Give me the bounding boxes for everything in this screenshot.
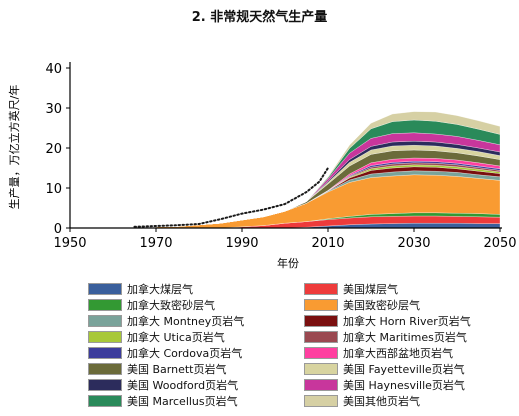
legend-item: 加拿大西部盆地页岩气 bbox=[304, 345, 453, 360]
legend-item: 美国 Haynesville页岩气 bbox=[304, 377, 465, 392]
legend-label: 加拿大 Maritimes页岩气 bbox=[343, 330, 467, 344]
legend-label: 加拿大 Cordova页岩气 bbox=[127, 346, 243, 360]
x-tick-label-3: 2010 bbox=[311, 236, 344, 251]
x-tick-label-5: 2050 bbox=[483, 236, 516, 251]
legend-swatch bbox=[88, 298, 122, 311]
legend-item: 美国其他页岩气 bbox=[304, 393, 420, 408]
x-tick-label-4: 2030 bbox=[397, 236, 430, 251]
area-series-15 bbox=[134, 111, 501, 228]
legend-swatch bbox=[88, 330, 122, 343]
legend-swatch bbox=[88, 346, 122, 359]
legend-swatch bbox=[304, 282, 338, 295]
y-tick-label-3: 30 bbox=[45, 102, 62, 117]
legend-swatch bbox=[304, 346, 338, 359]
legend-item: 美国致密砂层气 bbox=[304, 297, 420, 312]
y-tick-label-1: 10 bbox=[45, 182, 62, 197]
legend-item: 加拿大致密砂层气 bbox=[88, 297, 215, 312]
legend-swatch bbox=[304, 394, 338, 407]
legend-label: 加拿大 Horn River页岩气 bbox=[343, 314, 471, 328]
legend-swatch bbox=[88, 282, 122, 295]
legend-label: 美国致密砂层气 bbox=[343, 298, 420, 312]
legend-label: 美国 Woodford页岩气 bbox=[127, 378, 239, 392]
legend-label: 美国 Haynesville页岩气 bbox=[343, 378, 465, 392]
legend-item: 加拿大 Utica页岩气 bbox=[88, 329, 225, 344]
legend-label: 美国煤层气 bbox=[343, 282, 398, 296]
actual-production-line bbox=[133, 167, 329, 228]
legend: 加拿大煤层气 美国煤层气加拿大致密砂层气 美国致密砂层气加拿大 Montney页岩气… bbox=[88, 281, 508, 411]
legend-swatch bbox=[304, 378, 338, 391]
y-tick-label-0: 0 bbox=[54, 222, 62, 237]
legend-item: 加拿大 Montney页岩气 bbox=[88, 313, 244, 328]
legend-label: 加拿大西部盆地页岩气 bbox=[343, 346, 453, 360]
legend-swatch bbox=[88, 378, 122, 391]
legend-swatch bbox=[304, 330, 338, 343]
legend-item: 美国 Barnett页岩气 bbox=[88, 361, 226, 376]
legend-swatch bbox=[304, 298, 338, 311]
legend-label: 美国 Marcellus页岩气 bbox=[127, 394, 238, 408]
y-axis-label: 生产量，万亿立方英尺/年 bbox=[7, 85, 21, 210]
y-tick-label-4: 40 bbox=[45, 62, 62, 77]
x-tick-label-0: 1950 bbox=[53, 236, 86, 251]
x-axis-label: 年份 bbox=[277, 256, 299, 270]
y-tick-label-2: 20 bbox=[45, 142, 62, 157]
legend-swatch bbox=[304, 314, 338, 327]
legend-swatch bbox=[88, 362, 122, 375]
legend-item: 加拿大 Horn River页岩气 bbox=[304, 313, 471, 328]
legend-item: 加拿大煤层气 bbox=[88, 281, 193, 296]
legend-item: 加拿大 Maritimes页岩气 bbox=[304, 329, 467, 344]
legend-item: 美国 Woodford页岩气 bbox=[88, 377, 238, 392]
legend-swatch bbox=[88, 314, 122, 327]
chart-title: 2. 非常规天然气生产量 bbox=[191, 10, 328, 25]
legend-label: 加拿大 Utica页岩气 bbox=[127, 330, 225, 344]
legend-swatch bbox=[88, 394, 122, 407]
legend-item: 美国 Marcellus页岩气 bbox=[88, 393, 238, 408]
legend-item: 美国煤层气 bbox=[304, 281, 398, 296]
legend-label: 加拿大煤层气 bbox=[127, 282, 193, 296]
legend-label: 美国 Fayetteville页岩气 bbox=[343, 362, 465, 376]
legend-label: 美国其他页岩气 bbox=[343, 394, 420, 408]
legend-label: 美国 Barnett页岩气 bbox=[127, 362, 227, 376]
legend-label: 加拿大 Montney页岩气 bbox=[127, 314, 245, 328]
legend-label: 加拿大致密砂层气 bbox=[127, 298, 215, 312]
legend-swatch bbox=[304, 362, 338, 375]
x-tick-label-2: 1990 bbox=[225, 236, 258, 251]
legend-item: 美国 Fayetteville页岩气 bbox=[304, 361, 465, 376]
x-tick-label-1: 1970 bbox=[139, 236, 172, 251]
legend-item: 加拿大 Cordova页岩气 bbox=[88, 345, 242, 360]
